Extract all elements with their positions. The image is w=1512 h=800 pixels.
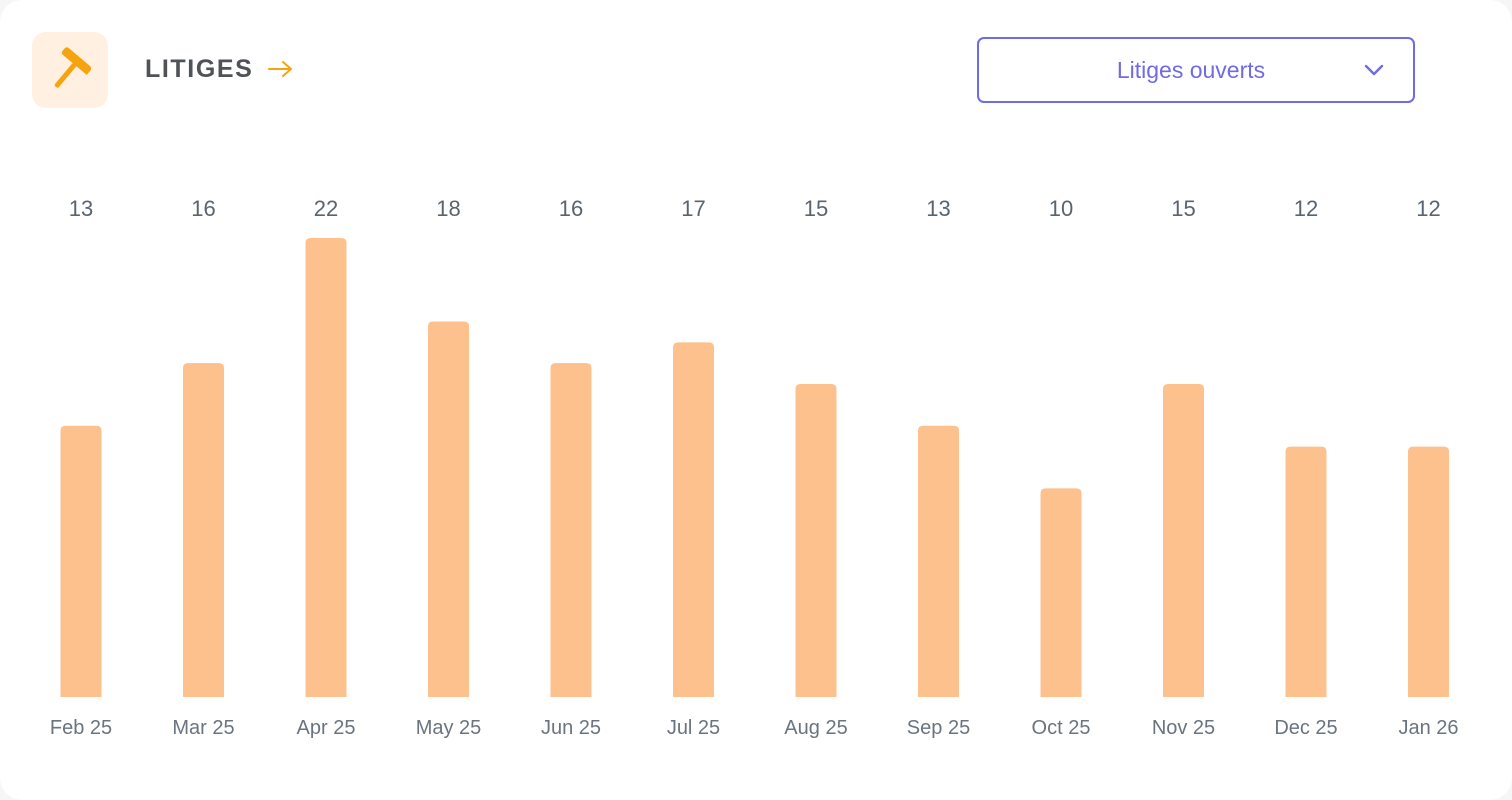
bar-apr-25[interactable]	[305, 238, 347, 697]
bar-feb-25[interactable]	[60, 425, 102, 697]
x-tick-label: Aug 25	[784, 717, 847, 739]
value-label: 10	[1049, 196, 1073, 221]
chevron-down-icon	[1364, 64, 1384, 76]
value-label: 13	[926, 196, 950, 221]
bar-may-25[interactable]	[428, 321, 469, 697]
bar-jan-26[interactable]	[1408, 446, 1449, 697]
x-tick-label: Oct 25	[1032, 717, 1091, 739]
x-tick-label: Jan 26	[1398, 717, 1458, 739]
hammer-icon-tile	[32, 32, 108, 108]
section-title: LITIGES	[145, 54, 254, 83]
x-tick-label: Dec 25	[1274, 717, 1337, 739]
status-filter-dropdown[interactable]: Litiges ouverts	[977, 37, 1415, 103]
bar-oct-25[interactable]	[1040, 488, 1082, 697]
bar-nov-25[interactable]	[1163, 384, 1204, 697]
hammer-icon	[54, 47, 92, 88]
value-label: 15	[804, 196, 828, 221]
disputes-title-link[interactable]: LITIGES	[145, 50, 295, 88]
x-tick-label: Feb 25	[50, 717, 112, 739]
arrow-right-icon	[267, 59, 295, 79]
x-tick-label: Mar 25	[172, 717, 234, 739]
x-tick-label: Nov 25	[1152, 717, 1215, 739]
value-label: 16	[559, 196, 583, 221]
bar-mar-25[interactable]	[183, 363, 224, 697]
bar-jun-25[interactable]	[550, 363, 592, 697]
x-tick-label: Jul 25	[667, 717, 720, 739]
dropdown-selected-value: Litiges ouverts	[979, 39, 1413, 101]
x-tick-label: Jun 25	[541, 717, 601, 739]
value-label: 16	[191, 196, 215, 221]
x-tick-label: Apr 25	[297, 717, 356, 739]
bar-aug-25[interactable]	[795, 384, 837, 697]
value-label: 15	[1171, 196, 1195, 221]
value-label: 17	[681, 196, 705, 221]
bar-dec-25[interactable]	[1285, 446, 1327, 697]
value-label: 18	[436, 196, 460, 221]
bar-jul-25[interactable]	[673, 342, 714, 697]
value-label: 12	[1294, 196, 1318, 221]
bar-sep-25[interactable]	[918, 425, 959, 697]
value-label: 13	[69, 196, 93, 221]
x-tick-label: Sep 25	[907, 717, 970, 739]
value-label: 22	[314, 196, 338, 221]
value-label: 12	[1416, 196, 1440, 221]
dropdown-selected-label: Litiges ouverts	[1116, 56, 1266, 83]
x-tick-label: May 25	[416, 717, 482, 739]
